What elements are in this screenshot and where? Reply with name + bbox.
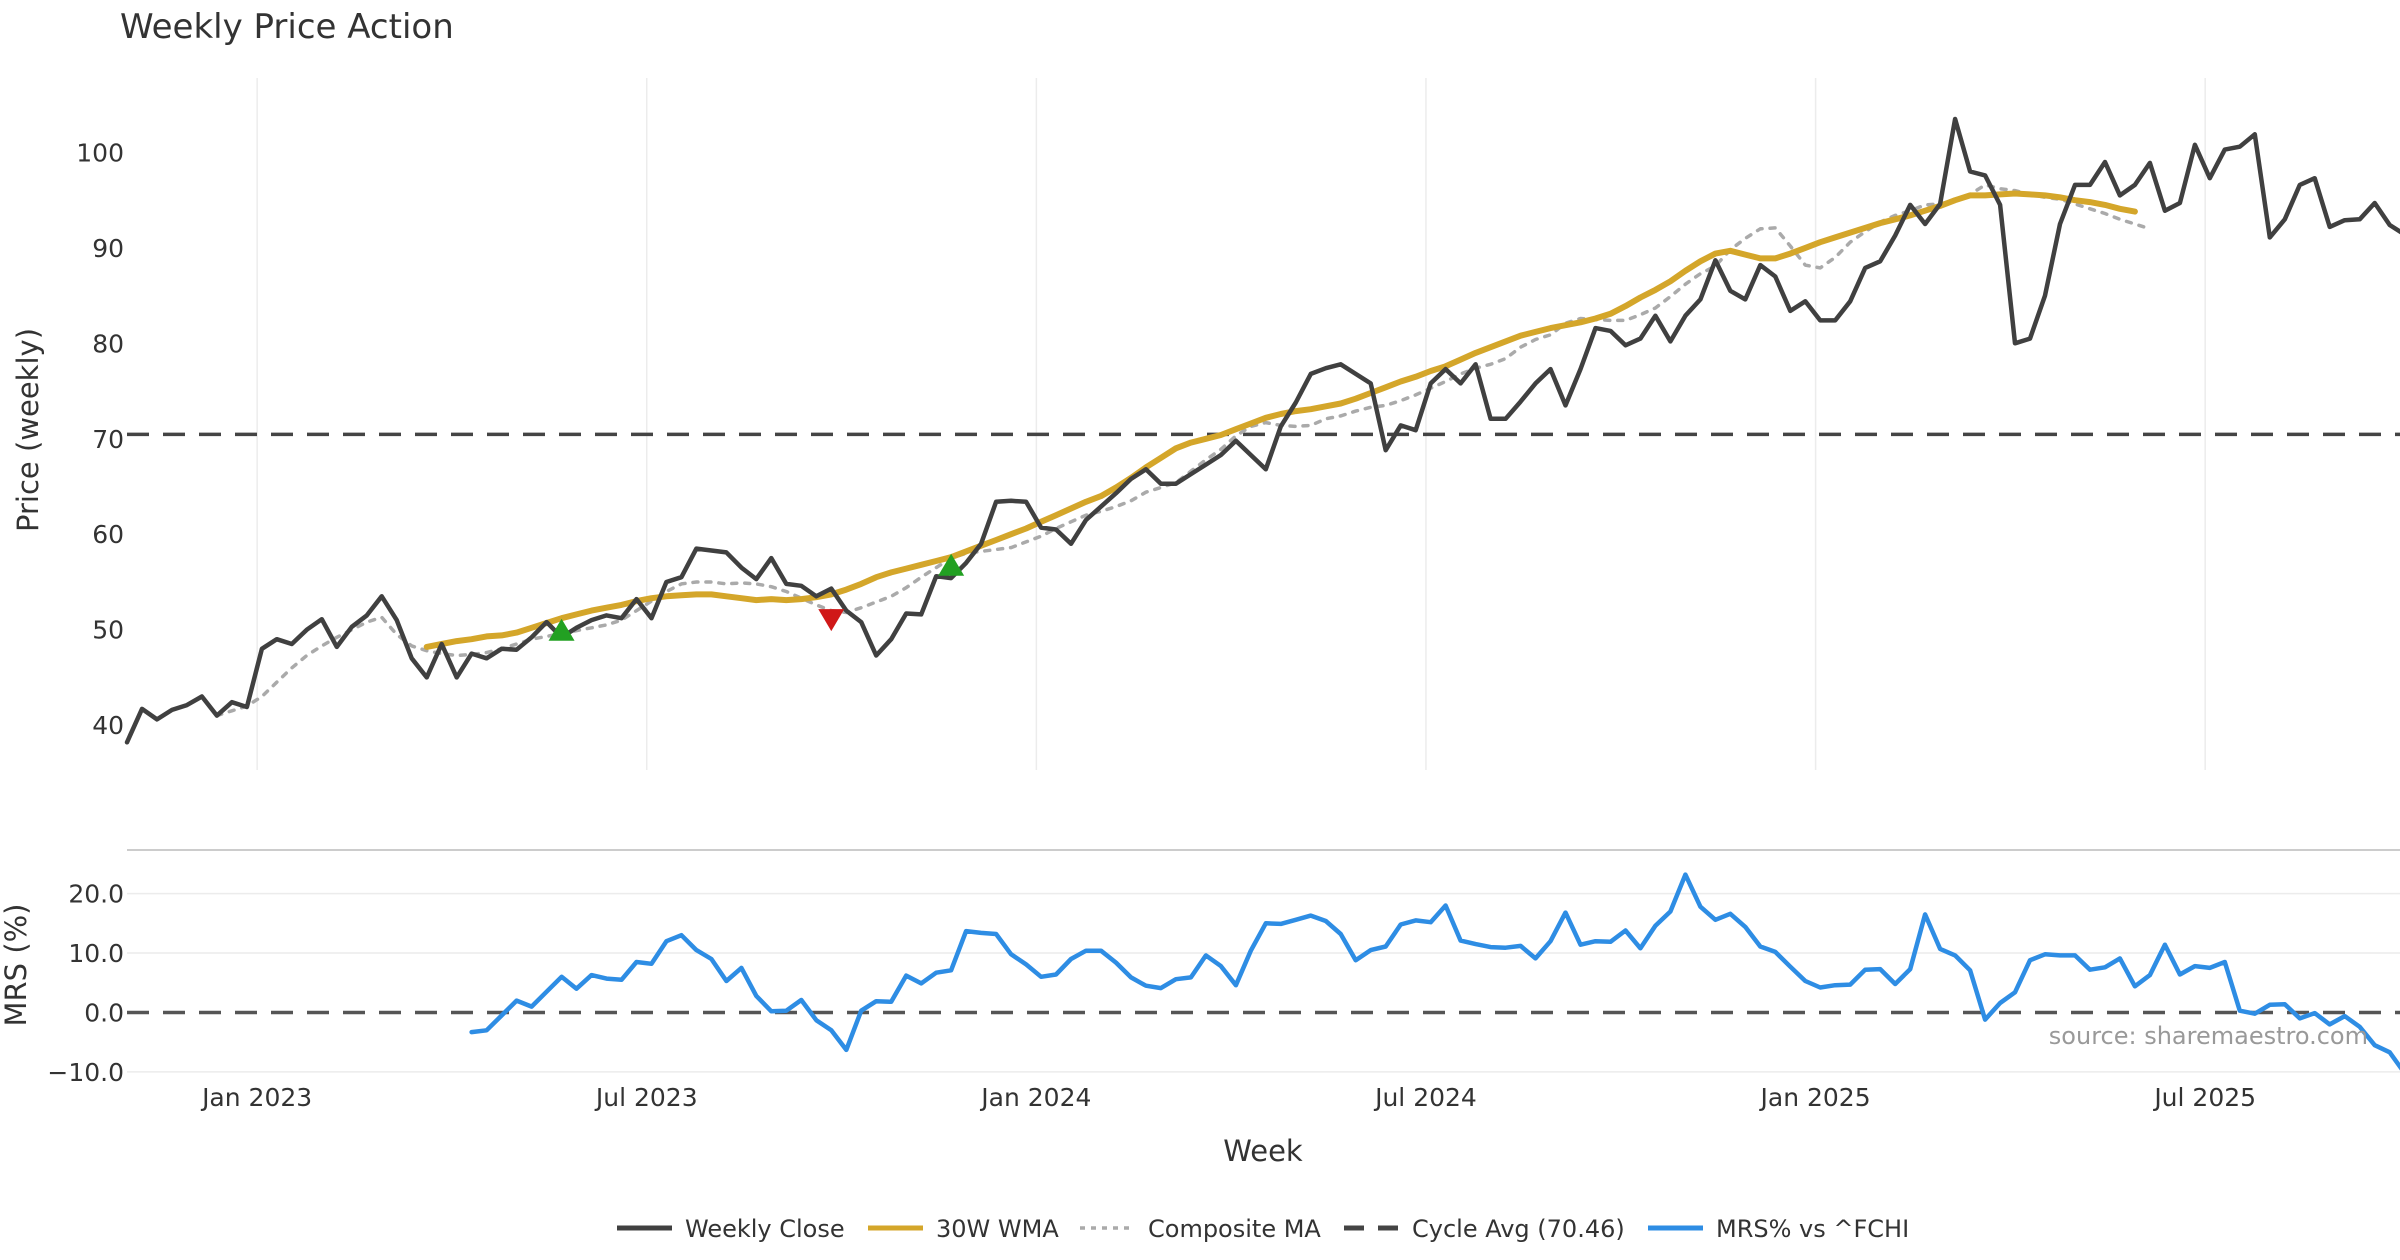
price-y-tick-label: 70 — [92, 425, 124, 454]
x-tick-label: Jan 2024 — [979, 1083, 1091, 1112]
mrs-y-tick-label: −10.0 — [47, 1058, 124, 1087]
price-y-tick-label: 90 — [92, 234, 124, 263]
legend-label: Composite MA — [1148, 1215, 1321, 1243]
buy-signal-marker — [548, 618, 575, 641]
x-tick-label: Jul 2025 — [2152, 1083, 2256, 1112]
legend: Weekly Close 30W WMA Composite MA Cycle Avg… — [617, 1215, 1909, 1243]
x-axis-title: Week — [1223, 1134, 1303, 1168]
price-y-ticks: 40 50 60 70 80 90 100 — [76, 138, 124, 740]
legend-label: MRS% vs ^FCHI — [1716, 1215, 1909, 1243]
mrs-y-ticks: 20.0 10.0 0.0 −10.0 — [47, 880, 124, 1087]
series-mrs-vs-fchi — [469, 872, 2400, 1071]
price-gridlines — [256, 78, 2206, 770]
x-tick-label: Jul 2024 — [1373, 1083, 1477, 1112]
mrs-y-axis-title: MRS (%) — [0, 904, 33, 1027]
legend-label: 30W WMA — [936, 1215, 1059, 1243]
x-tick-label: Jan 2025 — [1759, 1083, 1871, 1112]
price-series-group — [124, 116, 2400, 745]
series-weekly-close — [124, 116, 2400, 745]
price-y-tick-label: 50 — [92, 616, 124, 645]
legend-label: Cycle Avg (70.46) — [1412, 1215, 1625, 1243]
price-y-axis-title: Price (weekly) — [11, 328, 45, 532]
price-y-tick-label: 100 — [76, 138, 124, 167]
series-30w-wma — [423, 190, 2138, 650]
chart-title: Weekly Price Action — [120, 7, 454, 47]
x-tick-label: Jan 2023 — [200, 1083, 312, 1112]
signal-markers — [548, 553, 965, 641]
mrs-y-tick-label: 20.0 — [68, 880, 124, 909]
sell-signal-marker — [818, 609, 845, 632]
x-tick-label: Jul 2023 — [594, 1083, 698, 1112]
price-y-tick-label: 40 — [92, 711, 124, 740]
mrs-gridlines — [127, 892, 2400, 1073]
source-label: source: sharemaestro.com — [2049, 1022, 2368, 1050]
mrs-series-group — [127, 872, 2400, 1071]
buy-signal-marker — [938, 553, 965, 576]
x-ticks: Jan 2023 Jul 2023 Jan 2024 Jul 2024 Jan 2025… — [200, 1083, 2256, 1112]
legend-label: Weekly Close — [685, 1215, 845, 1243]
price-y-tick-label: 60 — [92, 520, 124, 549]
mrs-y-tick-label: 10.0 — [68, 939, 124, 968]
price-y-tick-label: 80 — [92, 329, 124, 358]
mrs-y-tick-label: 0.0 — [84, 998, 124, 1027]
